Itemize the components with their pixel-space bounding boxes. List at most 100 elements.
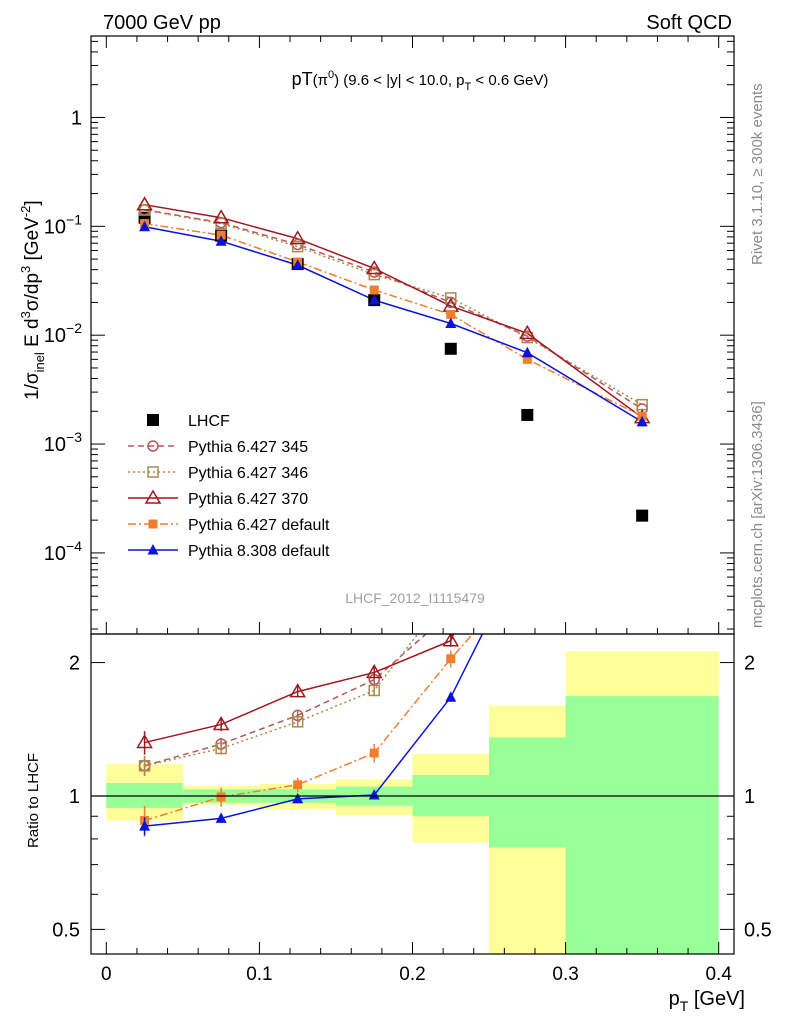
ratio-tick-label-right: 0.5 <box>744 919 772 941</box>
legend-label-LHCF: LHCF <box>188 413 230 430</box>
ratio-point-p346-6 <box>637 340 647 350</box>
ratio-point-p345-6 <box>637 358 647 368</box>
ratio-panel-series <box>136 340 647 837</box>
legend-marker-p370 <box>144 489 162 504</box>
point-p8def-3 <box>368 294 380 305</box>
side-label-top: Rivet 3.1.10, ≥ 300k events <box>749 83 766 265</box>
ratio-point-p370-5 <box>520 457 534 469</box>
point-p8def-4 <box>445 317 457 329</box>
ratio-axis-label: Ratio to LHCF <box>25 753 42 848</box>
x-tick-label: 0.3 <box>552 964 578 985</box>
title-main: pT <box>292 69 313 89</box>
point-p8def-2 <box>292 259 304 270</box>
ratio-tick-label-left: 1 <box>69 786 80 808</box>
series-line-p345 <box>144 209 643 410</box>
legend-marker-p8def <box>147 544 159 555</box>
ratio-tick-label-left: 2 <box>69 653 80 675</box>
ratio-point-p6def-5 <box>523 568 532 577</box>
point-p370-3 <box>365 259 383 275</box>
band-green-5 <box>489 737 566 848</box>
y-axis-label: 1/σinel E d3σ/dp3 [GeV-2] <box>18 200 47 400</box>
x-tick-label: 0.1 <box>246 964 272 985</box>
point-p370-2 <box>289 230 306 245</box>
x-tick-label: 0.4 <box>705 964 732 985</box>
plot-title: pT(π0) (9.6 < |y| < 10.0, pT < 0.6 GeV) <box>292 69 549 93</box>
ratio-point-p346-2 <box>291 716 304 728</box>
ratio-tick-label-right: 1 <box>744 786 755 808</box>
point-p6def-1 <box>216 230 226 240</box>
ratio-point-p345-5 <box>522 470 532 480</box>
legend-label-p8def: Pythia 8.308 default <box>188 543 330 560</box>
point-p346-3 <box>368 268 380 281</box>
ratio-point-p370-1 <box>212 715 230 731</box>
y-tick-label: 1 <box>71 107 82 129</box>
ratio-point-p346-1 <box>215 742 227 755</box>
main-panel-series <box>136 196 651 522</box>
legend-label-p346: Pythia 6.427 346 <box>188 465 308 482</box>
legend-marker-p6def <box>148 519 158 529</box>
title-cut-sub: T <box>465 81 472 93</box>
point-p6def-5 <box>522 354 532 364</box>
legend: LHCF Pythia 6.427 345 Pythia 6.427 346 Pyth… <box>128 413 330 560</box>
ratio-point-p8def-2 <box>292 792 304 804</box>
ratio-point-p345-4 <box>446 607 456 617</box>
ratio-point-p6def-3 <box>369 748 379 758</box>
ratio-point-p370-0 <box>136 734 153 749</box>
ratio-point-p6def-1 <box>216 792 226 802</box>
axis-ticks <box>91 36 734 954</box>
ratio-point-p346-5 <box>522 477 532 487</box>
point-p346-1 <box>215 217 227 230</box>
header-right: Soft QCD <box>646 12 732 34</box>
point-p8def-6 <box>636 415 648 427</box>
legend-marker-p346 <box>147 466 159 478</box>
point-p8def-1 <box>215 235 227 246</box>
x-tick-label: 0.2 <box>399 964 425 985</box>
point-p346-4 <box>445 292 457 304</box>
point-p370-5 <box>519 324 536 340</box>
point-p8def-5 <box>521 346 533 358</box>
ratio-point-p8def-3 <box>368 789 380 800</box>
ratio-point-p370-3 <box>365 663 383 679</box>
ratio-point-p6def-6 <box>638 386 647 395</box>
y-tick-label: 10−3 <box>44 429 82 456</box>
band-green-6 <box>565 696 719 954</box>
title-cuts: (9.6 < |y| < 10.0, p <box>343 72 464 89</box>
legend-label-p6def: Pythia 6.427 default <box>188 517 330 534</box>
point-p6def-4 <box>446 309 456 319</box>
x-axis-label: pT [GeV] <box>669 988 745 1014</box>
ratio-point-p370-4 <box>442 634 460 647</box>
y-tick-label: 10−2 <box>44 320 82 347</box>
point-LHCF-6 <box>636 509 649 522</box>
ratio-point-p8def-4 <box>445 691 457 702</box>
ratio-point-p346-3 <box>368 684 380 697</box>
analysis-id: LHCF_2012_I1115479 <box>345 590 485 606</box>
header-left: 7000 GeV pp <box>103 12 221 34</box>
ratio-point-p8def-5 <box>522 538 533 549</box>
axis-tick-labels: 0 0.1 0.2 0.3 0.4 1 10−1 10−2 10−3 10−4 0.5 0.5 1 1 2 2 <box>44 107 772 985</box>
point-p370-0 <box>136 196 153 211</box>
title-cut-end: < 0.6 GeV) <box>471 72 548 89</box>
series-line-p6def <box>144 222 643 417</box>
point-LHCF-4 <box>444 342 457 355</box>
legend-marker-p345 <box>147 440 159 452</box>
ratio-point-p6def-2 <box>293 780 303 790</box>
y-tick-label: 10−1 <box>44 211 82 238</box>
ratio-point-p8def-0 <box>139 820 151 831</box>
title-particle: π <box>318 72 328 89</box>
point-p346-2 <box>291 240 304 253</box>
point-LHCF-5 <box>521 408 534 421</box>
ratio-point-p370-2 <box>289 683 306 698</box>
legend-label-p370: Pythia 6.427 370 <box>188 491 308 508</box>
title-particle-sup: 0 <box>328 69 334 81</box>
side-label-bottom: mcplots.cern.ch [arXiv:1306.3436] <box>749 401 766 628</box>
point-p8def-0 <box>139 220 151 232</box>
legend-marker-LHCF <box>147 414 159 426</box>
series-line-p8def <box>144 226 643 423</box>
ratio-point-p346-0 <box>138 760 151 772</box>
ratio-tick-label-right: 2 <box>744 653 755 675</box>
point-p6def-3 <box>369 285 379 295</box>
legend-label-p345: Pythia 6.427 345 <box>188 439 308 456</box>
ratio-point-p8def-1 <box>215 812 227 823</box>
ratio-tick-label-left: 0.5 <box>52 919 80 941</box>
